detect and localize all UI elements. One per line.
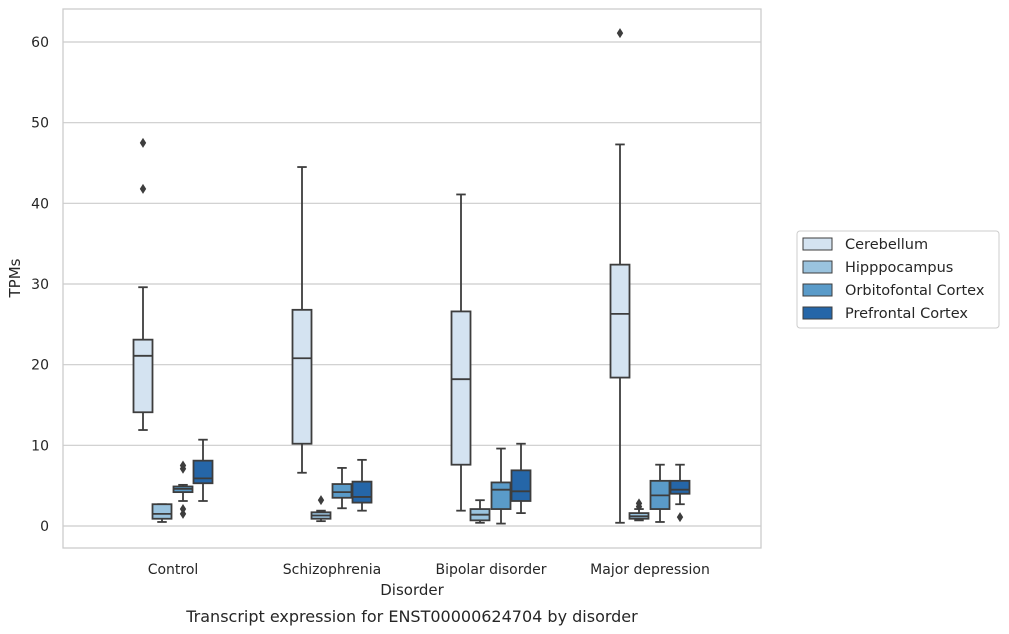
box-0-3 — [192, 438, 214, 502]
x-axis-title: Disorder — [380, 581, 444, 599]
box-3-0 — [609, 28, 631, 524]
box-1-2 — [331, 467, 353, 510]
x-tick-label: Schizophrenia — [283, 562, 381, 578]
box-iqr — [151, 503, 173, 520]
y-tick-label: 50 — [31, 116, 49, 132]
box-0-1 — [151, 503, 173, 523]
outlier-point — [635, 498, 643, 509]
box-1-1 — [310, 495, 332, 523]
box-marks — [132, 28, 691, 525]
box-3-3 — [669, 463, 691, 523]
y-tick-label: 20 — [31, 358, 49, 374]
legend-swatch — [802, 283, 833, 297]
box-iqr — [351, 480, 373, 504]
outlier-point — [139, 137, 147, 148]
legend-label: Prefrontal Cortex — [845, 306, 968, 322]
y-tick-label: 0 — [40, 519, 49, 535]
y-tick-label: 60 — [31, 35, 49, 51]
outlier-point — [179, 460, 187, 471]
y-tick-label: 40 — [31, 196, 49, 212]
box-iqr — [669, 479, 691, 495]
outlier-point — [139, 183, 147, 194]
outlier-point — [317, 495, 325, 506]
box-0-2 — [172, 460, 194, 519]
y-tick-label: 10 — [31, 438, 49, 454]
outlier-point — [616, 28, 624, 39]
box-2-0 — [450, 193, 472, 512]
legend-swatch — [802, 306, 833, 320]
legend-label: Cerebellum — [845, 237, 928, 253]
legend-frame — [796, 230, 1000, 329]
y-tick-label: 30 — [31, 277, 49, 293]
box-iqr — [490, 481, 512, 510]
outlier-point — [179, 504, 187, 515]
box-2-1 — [469, 499, 491, 524]
box-1-0 — [291, 166, 313, 474]
box-iqr — [450, 310, 472, 466]
legend-swatch — [802, 237, 833, 251]
box-iqr — [331, 483, 353, 499]
box-iqr — [192, 459, 214, 485]
legend-label: Hipppocampus — [845, 260, 953, 276]
box-iqr — [132, 338, 154, 414]
legend-swatch — [802, 260, 833, 274]
grid — [63, 41, 761, 527]
box-iqr — [510, 469, 532, 502]
plot-area-frame — [62, 8, 762, 549]
x-tick-label: Bipolar disorder — [435, 562, 546, 578]
box-iqr — [291, 308, 313, 445]
box-0-0 — [132, 137, 154, 431]
legend-label: Orbitofontal Cortex — [845, 283, 985, 299]
x-tick-label: Major depression — [590, 562, 710, 578]
y-tick-labels: 0 10 20 30 40 50 60 — [31, 35, 49, 535]
y-axis-title: TPMs — [6, 258, 24, 298]
outlier-point — [676, 512, 684, 523]
box-3-1 — [628, 498, 650, 522]
chart-title: Transcript expression for ENST0000062470… — [185, 607, 638, 626]
box-2-3 — [510, 442, 532, 514]
legend: Cerebellum Hipppocampus Orbitofontal Corte… — [796, 230, 1000, 329]
box-1-3 — [351, 458, 373, 512]
box-iqr — [609, 263, 631, 379]
x-tick-labels: Control Schizophrenia Bipolar disorder Majo… — [148, 562, 710, 578]
x-tick-label: Control — [148, 562, 199, 578]
box-2-2 — [490, 447, 512, 525]
box-3-2 — [649, 463, 671, 523]
